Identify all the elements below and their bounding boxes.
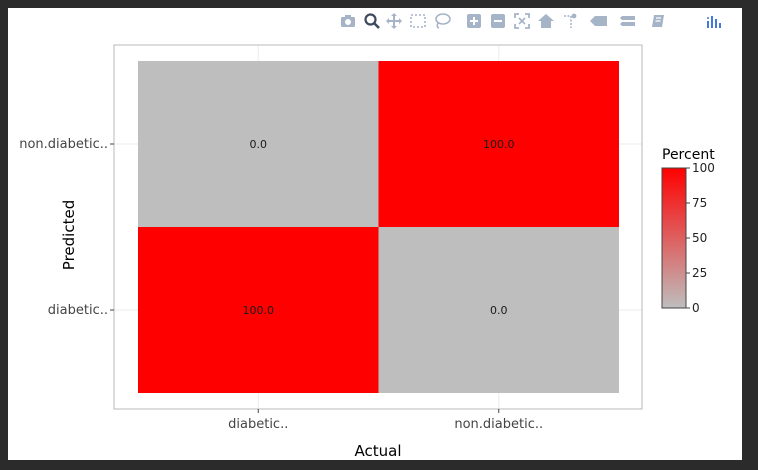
- autoscale-button[interactable]: [512, 11, 532, 31]
- legend-colorbar: [661, 167, 687, 309]
- autoscale-icon: [513, 12, 531, 30]
- hover-compare-button[interactable]: [618, 11, 638, 31]
- edit-chart-button[interactable]: [648, 11, 668, 31]
- zoom-out-button[interactable]: [488, 11, 508, 31]
- cell-value-label: 0.0: [250, 138, 268, 151]
- x-axis-title: Actual: [355, 442, 402, 460]
- hover-closest-icon: [589, 12, 607, 30]
- zoom-icon: [363, 12, 381, 30]
- legend-tick-label: 100: [692, 161, 715, 175]
- zoom-out-icon: [489, 12, 507, 30]
- heatmap-cell[interactable]: [378, 61, 620, 227]
- color-legend: Percent 0 25 50 75 100: [661, 147, 715, 315]
- y-tick-label: non.diabetic..: [19, 137, 108, 152]
- plot-frame: 0.0 100.0 100.0 0.0 diabetic.. non.diabetic.…: [8, 8, 742, 460]
- modebar: [338, 11, 748, 33]
- spike-lines-button[interactable]: [560, 11, 580, 31]
- lasso-select-icon: [433, 12, 451, 30]
- camera-button[interactable]: [338, 11, 358, 31]
- legend-tick-label: 50: [692, 231, 707, 245]
- legend-tick-label: 0: [692, 301, 700, 315]
- legend-title: Percent: [662, 147, 715, 163]
- zoom-in-icon: [465, 12, 483, 30]
- zoom-in-button[interactable]: [464, 11, 484, 31]
- cell-value-label: 100.0: [483, 138, 515, 151]
- plotly-logo-button[interactable]: [704, 11, 724, 31]
- heatmap-cell[interactable]: [138, 227, 379, 393]
- pan-icon: [385, 12, 403, 30]
- box-select-icon: [409, 12, 427, 30]
- cell-value-label: 100.0: [243, 304, 275, 317]
- y-tick-label: diabetic..: [48, 303, 108, 318]
- pan-button[interactable]: [384, 11, 404, 31]
- x-tick-label: diabetic..: [228, 417, 288, 432]
- cell-value-label: 0.0: [490, 304, 508, 317]
- zoom-button[interactable]: [362, 11, 382, 31]
- box-select-button[interactable]: [408, 11, 428, 31]
- hover-compare-icon: [619, 12, 637, 30]
- hover-closest-button[interactable]: [588, 11, 608, 31]
- camera-icon: [339, 12, 357, 30]
- reset-axes-button[interactable]: [536, 11, 556, 31]
- lasso-select-button[interactable]: [432, 11, 452, 31]
- x-tick-label: non.diabetic..: [454, 417, 543, 432]
- legend-tick-label: 25: [692, 266, 707, 280]
- plotly-logo-icon: [705, 12, 723, 30]
- heatmap-cell[interactable]: [378, 227, 620, 393]
- confusion-matrix-heatmap: 0.0 100.0 100.0 0.0 diabetic.. non.diabetic.…: [19, 44, 715, 460]
- heatmap-cell[interactable]: [138, 61, 379, 227]
- y-axis-title: Predicted: [60, 200, 78, 270]
- edit-chart-icon: [649, 12, 667, 30]
- plot-border: [113, 44, 643, 410]
- spike-lines-icon: [561, 12, 579, 30]
- legend-tick-label: 75: [692, 196, 707, 210]
- reset-axes-icon: [537, 12, 555, 30]
